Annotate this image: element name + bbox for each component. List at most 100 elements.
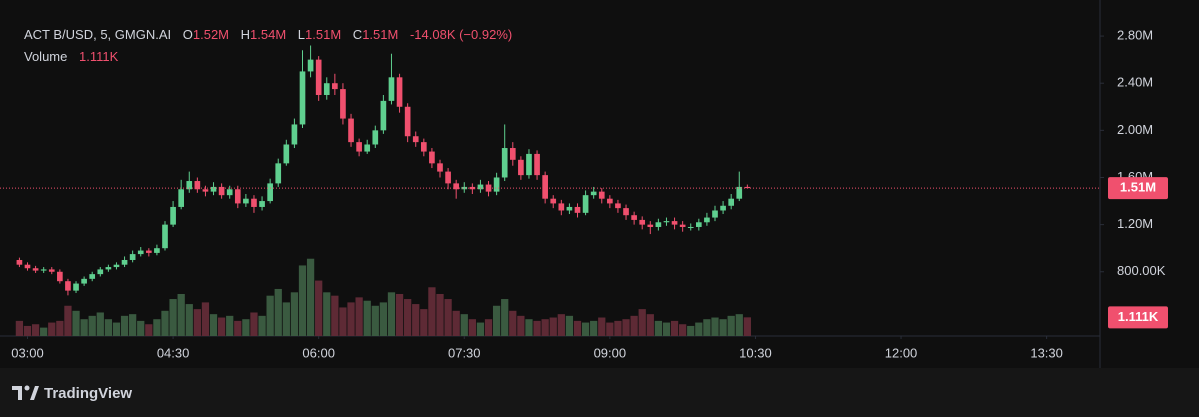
candle-body [24,264,31,269]
volume-bar [15,320,24,336]
volume-bar [581,322,590,336]
candle-body [590,191,597,196]
volume-bar [201,302,210,336]
last-volume-box [1108,306,1168,329]
volume-bar [557,314,565,336]
volume-bar [573,320,582,336]
candle-body [145,250,152,253]
volume-bar [72,310,80,336]
candle-body [259,201,265,207]
candle-body [615,203,621,209]
candle-body [57,271,63,282]
volume-bar [525,319,533,336]
volume-bar [48,322,56,336]
candle-body [623,208,629,216]
candle-body [178,189,185,207]
candle-body [712,210,718,218]
last-volume-label: 1.111K [1118,309,1159,324]
candle-body [226,189,233,196]
candle-body [598,191,605,199]
symbol-title: ACT B/USD, 5, GMGN.AI [24,27,172,42]
volume-bar [379,302,388,336]
candle-body [663,221,670,223]
volume-bar [484,319,493,336]
volume-bar [226,315,234,336]
volume-bar [363,300,371,336]
candle-body [275,163,282,184]
candle-body [81,278,87,284]
candle-body [251,198,257,207]
candle-body [566,206,573,211]
candle-body [234,189,241,204]
volume-bar [64,305,72,336]
volume-bar [161,310,169,336]
candle-body [607,198,613,204]
candle-body [542,175,548,199]
candle-body [283,144,290,164]
volume-bar [719,319,727,336]
volume-bar [169,299,177,336]
candle-body [356,142,362,152]
volume-bar [476,322,485,336]
volume-bar [153,319,161,336]
candle-body [105,267,112,270]
candle-body [744,186,751,189]
candle-body [267,183,273,202]
x-tick-label: 09:00 [594,345,627,360]
volume-bar [533,320,541,336]
high-value: 1.54M [250,27,287,42]
volume-bar [606,322,614,336]
candle-body [380,100,387,131]
candle-body [404,106,411,137]
volume-bar [509,310,517,336]
volume-bar [590,320,598,336]
candle-body [372,130,379,145]
candle-body [332,83,338,90]
candle-body [687,226,694,228]
candle-body [736,186,743,199]
candle-body [639,219,646,225]
volume-bar [177,294,185,336]
volume-bar [209,314,218,336]
volume-bar [331,295,339,336]
volume-bar [622,319,630,336]
brand-name: TradingView [44,385,132,402]
volume-bar [104,319,113,336]
volume-bar [120,315,129,336]
candle-body [396,77,403,107]
volume-bar [274,288,282,336]
volume-bar [468,319,476,336]
volume-bar [371,305,379,336]
volume-bar [266,295,274,336]
volume-bar [428,287,436,336]
volume-bar [404,299,412,336]
volume-bar [323,292,331,336]
volume-bar [654,320,663,336]
candle-body [113,264,120,268]
volume-bar [31,324,40,336]
candle-body [129,254,136,260]
close-value: 1.51M [362,27,399,42]
candle-body [348,118,354,143]
candle-body [291,124,298,145]
candle-body [501,148,508,178]
volume-bar [687,325,695,336]
volume-bar [460,314,468,336]
plot-area: 03:00 04:30 06:00 07:30 09:00 10:30 12:00 13:30… [0,28,1166,360]
volume-bar [711,317,719,336]
volume-bar [193,309,201,336]
x-tick-label: 10:30 [739,345,772,360]
low-key: L [297,27,306,42]
last-price-box [1108,177,1168,200]
x-tick-label: 04:30 [157,345,190,360]
candle-body [429,151,435,164]
y-tick-label: 2.00M [1117,122,1153,137]
candle-body [299,71,306,125]
volume-bar [242,319,250,336]
candle-body [437,163,443,172]
volume-bar [541,319,549,336]
volume-bar [517,315,525,336]
ohlc-row: ACT B/USD, 5, GMGN.AI O1.52M H1.54M L1.5… [24,24,512,46]
candle-body [40,269,47,271]
volume-bar [298,265,307,336]
